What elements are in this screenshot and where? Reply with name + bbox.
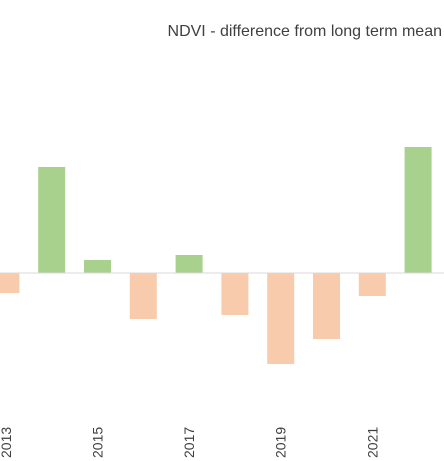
- bar: [129, 273, 157, 319]
- bar: [267, 273, 295, 364]
- bar: [84, 260, 111, 273]
- bar: [404, 147, 432, 273]
- bar: [358, 273, 386, 296]
- bar: [313, 273, 340, 339]
- bar: [38, 167, 66, 273]
- x-tick-label: 2019: [273, 427, 289, 458]
- x-tick-label: 2017: [181, 427, 197, 458]
- bar: [175, 255, 203, 273]
- x-tick-label: 2021: [364, 427, 380, 458]
- bar: [221, 273, 249, 315]
- x-tick-label: 2013: [0, 427, 14, 458]
- chart-title: NDVI - difference from long term mean: [168, 23, 442, 40]
- x-tick-label: 2015: [90, 427, 106, 458]
- bar: [0, 273, 20, 293]
